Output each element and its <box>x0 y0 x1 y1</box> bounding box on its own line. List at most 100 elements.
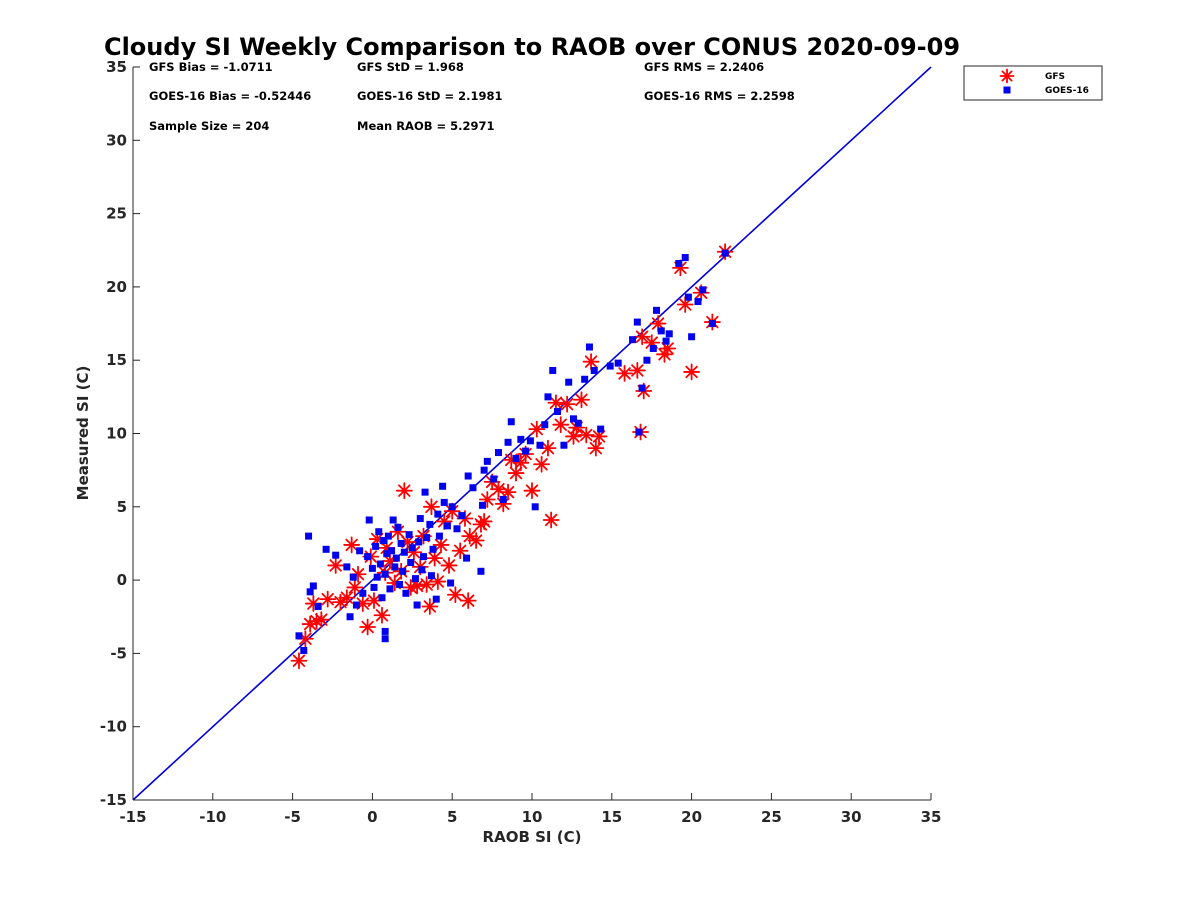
goes16-point <box>381 627 389 635</box>
x-axis-ticks: -15 -10 -5 0 5 10 15 20 25 30 35 <box>119 793 941 826</box>
x-axis-label: RAOB SI (C) <box>483 828 582 846</box>
stat-annotation: GOES-16 RMS = 2.2598 <box>644 89 795 103</box>
goes16-point <box>522 447 530 455</box>
goes16-point <box>504 438 512 446</box>
x-tick-label: 30 <box>841 808 862 826</box>
goes16-point <box>606 362 614 370</box>
goes16-point <box>426 520 434 528</box>
goes16-point <box>469 484 477 492</box>
gfs-point <box>499 483 517 501</box>
goes16-point <box>300 646 308 654</box>
goes16-point <box>370 583 378 591</box>
gfs-point <box>616 364 633 382</box>
y-tick-label: 25 <box>106 205 127 223</box>
y-tick-label: -5 <box>110 644 127 662</box>
gfs-point <box>359 618 377 636</box>
goes16-point <box>322 545 330 553</box>
goes16-point <box>314 602 322 610</box>
goes16-point <box>434 510 442 518</box>
legend-gfs-marker <box>999 68 1015 84</box>
gfs-point <box>490 480 507 498</box>
goes16-point <box>381 570 389 578</box>
goes16-point <box>396 580 404 588</box>
goes16-point <box>295 632 303 640</box>
goes16-point <box>463 554 471 562</box>
gfs-point <box>395 482 413 500</box>
gfs-point <box>440 557 458 574</box>
goes16-point <box>378 594 386 602</box>
gfs-point <box>628 362 646 379</box>
y-axis-label: Measured SI (C) <box>74 366 92 501</box>
goes16-point <box>418 566 426 574</box>
y-tick-label: 5 <box>117 498 127 516</box>
goes16-point <box>413 601 421 609</box>
gfs-point <box>533 455 550 473</box>
goes16-point <box>675 259 683 267</box>
stat-annotation: GOES-16 StD = 2.1981 <box>357 89 502 103</box>
goes16-point <box>309 582 317 590</box>
x-tick-label: 35 <box>921 808 942 826</box>
goes16-point <box>389 516 397 524</box>
y-tick-label: 35 <box>106 58 127 76</box>
stat-annotation: Mean RAOB = 5.2971 <box>357 119 495 133</box>
goes16-point <box>359 589 367 597</box>
goes16-point <box>499 495 507 503</box>
gfs-point <box>582 353 600 371</box>
goes16-point <box>373 573 381 581</box>
goes16-point <box>349 573 357 581</box>
goes16-point <box>421 488 429 496</box>
stat-annotation: GFS Bias = -1.0711 <box>149 60 273 74</box>
y-axis-ticks: -15 -10 -5 0 5 10 15 20 25 30 35 <box>100 58 140 809</box>
goes16-point <box>306 588 314 596</box>
legend-label: GFS <box>1045 72 1065 82</box>
goes16-point <box>343 563 351 571</box>
goes16-point <box>376 560 384 568</box>
goes16-point <box>432 595 440 603</box>
goes16-point <box>305 532 313 540</box>
goes16-point <box>419 553 427 561</box>
gfs-point <box>577 426 595 444</box>
gfs-point <box>475 513 493 530</box>
goes16-point <box>464 472 472 480</box>
gfs-point <box>467 532 485 549</box>
goes16-point <box>364 553 372 561</box>
goes16-point <box>368 564 376 572</box>
goes16-point <box>352 601 360 609</box>
goes16-point <box>657 327 665 335</box>
x-tick-label: 0 <box>367 808 377 826</box>
goes16-point <box>541 421 549 429</box>
goes16-point <box>662 337 670 345</box>
y-tick-label: 30 <box>106 131 127 149</box>
goes16-point <box>397 539 405 547</box>
gfs-point <box>633 328 651 346</box>
goes16-point <box>629 336 637 344</box>
goes16-point <box>665 330 673 338</box>
goes16-point <box>407 559 415 567</box>
gfs-point <box>451 542 469 560</box>
gfs-point <box>552 416 570 434</box>
gfs-point <box>365 592 383 610</box>
series-goes-16 <box>295 249 729 654</box>
goes16-point <box>479 501 487 509</box>
goes16-point <box>652 306 660 314</box>
gfs-point <box>683 363 700 381</box>
goes16-point <box>699 286 707 294</box>
gfs-point <box>346 579 364 596</box>
goes16-point <box>560 441 568 449</box>
goes16-point <box>383 550 391 558</box>
goes16-point <box>490 475 498 483</box>
y-tick-label: -15 <box>100 791 127 809</box>
goes16-point <box>512 454 520 462</box>
gfs-point <box>446 586 464 604</box>
legend-label: GOES-16 <box>1045 86 1089 96</box>
legend: GFS GOES-16 <box>963 65 1103 101</box>
gfs-point <box>373 606 391 624</box>
goes16-point <box>635 428 643 436</box>
goes16-point <box>439 482 447 490</box>
goes16-point <box>483 457 491 465</box>
goes16-point <box>405 531 413 539</box>
goes16-point <box>574 419 582 427</box>
goes16-point <box>392 554 400 562</box>
gfs-point <box>587 439 605 457</box>
gfs-point <box>312 611 330 629</box>
